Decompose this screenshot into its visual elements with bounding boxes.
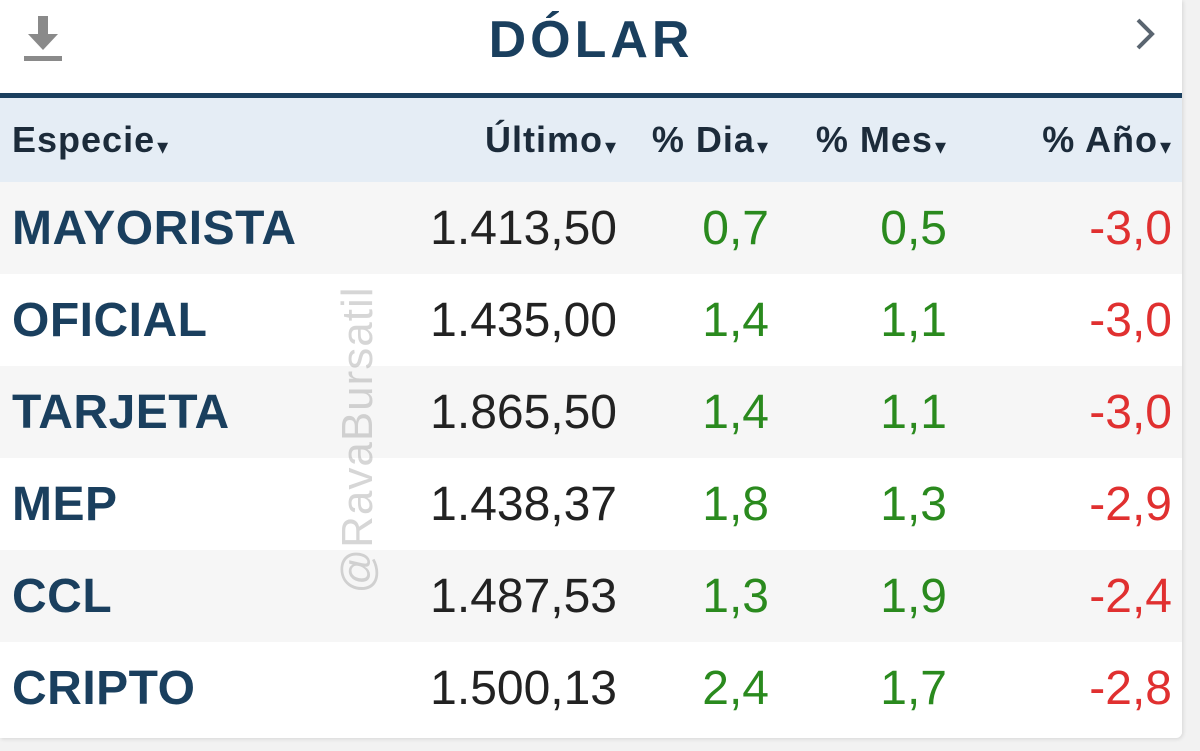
- sort-down-icon: ▾: [934, 134, 947, 159]
- especie-cell[interactable]: MEP: [12, 477, 118, 531]
- ano-cell: -3,0: [1089, 385, 1172, 439]
- ano-cell: -3,0: [1089, 201, 1172, 255]
- chevron-right-icon: [1136, 18, 1155, 50]
- ultimo-cell: 1.487,53: [430, 569, 617, 623]
- ano-cell: -2,8: [1089, 661, 1172, 715]
- mes-cell: 1,1: [880, 385, 947, 439]
- dia-cell: 2,4: [702, 661, 769, 715]
- especie-cell[interactable]: CRIPTO: [12, 661, 196, 715]
- table-row[interactable]: MAYORISTA 1.413,50 0,7 0,5 -3,0: [0, 182, 1182, 274]
- dia-cell: 1,3: [702, 569, 769, 623]
- table-row[interactable]: MEP 1.438,37 1,8 1,3 -2,9: [0, 458, 1182, 550]
- mes-cell: 0,5: [880, 201, 947, 255]
- dia-cell: 1,4: [702, 293, 769, 347]
- column-header-ultimo[interactable]: Último▾: [484, 119, 617, 160]
- next-button[interactable]: [1132, 14, 1160, 54]
- especie-cell[interactable]: CCL: [12, 569, 113, 623]
- dolar-panel: DÓLAR Especie▾ Último▾ % Dia▾ % Mes▾ % A…: [0, 0, 1182, 738]
- table-row[interactable]: CCL 1.487,53 1,3 1,9 -2,4: [0, 550, 1182, 642]
- dia-cell: 1,4: [702, 385, 769, 439]
- sort-down-icon: ▾: [756, 134, 769, 159]
- ultimo-cell: 1.865,50: [430, 385, 617, 439]
- sort-down-icon: ▾: [604, 134, 617, 159]
- ano-cell: -3,0: [1089, 293, 1172, 347]
- especie-cell[interactable]: TARJETA: [12, 385, 230, 439]
- table-row[interactable]: TARJETA 1.865,50 1,4 1,1 -3,0: [0, 366, 1182, 458]
- mes-cell: 1,9: [880, 569, 947, 623]
- table-row[interactable]: CRIPTO 1.500,13 2,4 1,7 -2,8: [0, 642, 1182, 734]
- panel-header: DÓLAR: [0, 0, 1182, 98]
- column-header-especie[interactable]: Especie▾: [12, 119, 170, 160]
- column-header-dia[interactable]: % Dia▾: [651, 119, 769, 160]
- page-title: DÓLAR: [488, 11, 694, 69]
- sort-down-icon: ▾: [1159, 134, 1172, 159]
- especie-cell[interactable]: MAYORISTA: [12, 201, 297, 255]
- ano-cell: -2,4: [1089, 569, 1172, 623]
- download-button[interactable]: [22, 14, 64, 66]
- ultimo-cell: 1.435,00: [430, 293, 617, 347]
- column-header-ano[interactable]: % Año▾: [1042, 119, 1172, 160]
- sort-down-icon: ▾: [157, 134, 170, 159]
- table-header-row: Especie▾ Último▾ % Dia▾ % Mes▾ % Año▾: [0, 98, 1182, 182]
- dolar-table: Especie▾ Último▾ % Dia▾ % Mes▾ % Año▾ MA…: [0, 98, 1182, 734]
- dia-cell: 0,7: [702, 201, 769, 255]
- ano-cell: -2,9: [1089, 477, 1172, 531]
- especie-cell[interactable]: OFICIAL: [12, 293, 208, 347]
- mes-cell: 1,7: [880, 661, 947, 715]
- ultimo-cell: 1.438,37: [430, 477, 617, 531]
- dia-cell: 1,8: [702, 477, 769, 531]
- ultimo-cell: 1.413,50: [430, 201, 617, 255]
- table-row[interactable]: OFICIAL 1.435,00 1,4 1,1 -3,0: [0, 274, 1182, 366]
- ultimo-cell: 1.500,13: [430, 661, 617, 715]
- mes-cell: 1,3: [880, 477, 947, 531]
- download-icon: [24, 16, 62, 61]
- column-header-mes[interactable]: % Mes▾: [815, 119, 947, 160]
- mes-cell: 1,1: [880, 293, 947, 347]
